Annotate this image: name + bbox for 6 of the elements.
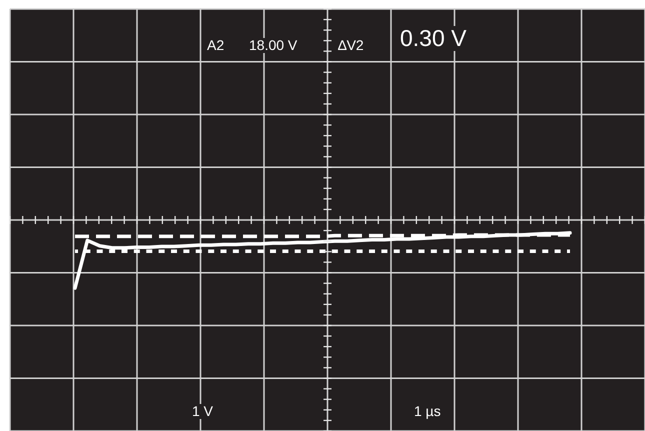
text: A2 <box>205 37 226 54</box>
text: 1 µs <box>412 403 443 420</box>
text: 1 V <box>190 403 216 420</box>
text: 0.30 V <box>398 25 468 52</box>
text: ∆V2 <box>336 37 366 54</box>
text: 18.00 V <box>247 37 300 54</box>
